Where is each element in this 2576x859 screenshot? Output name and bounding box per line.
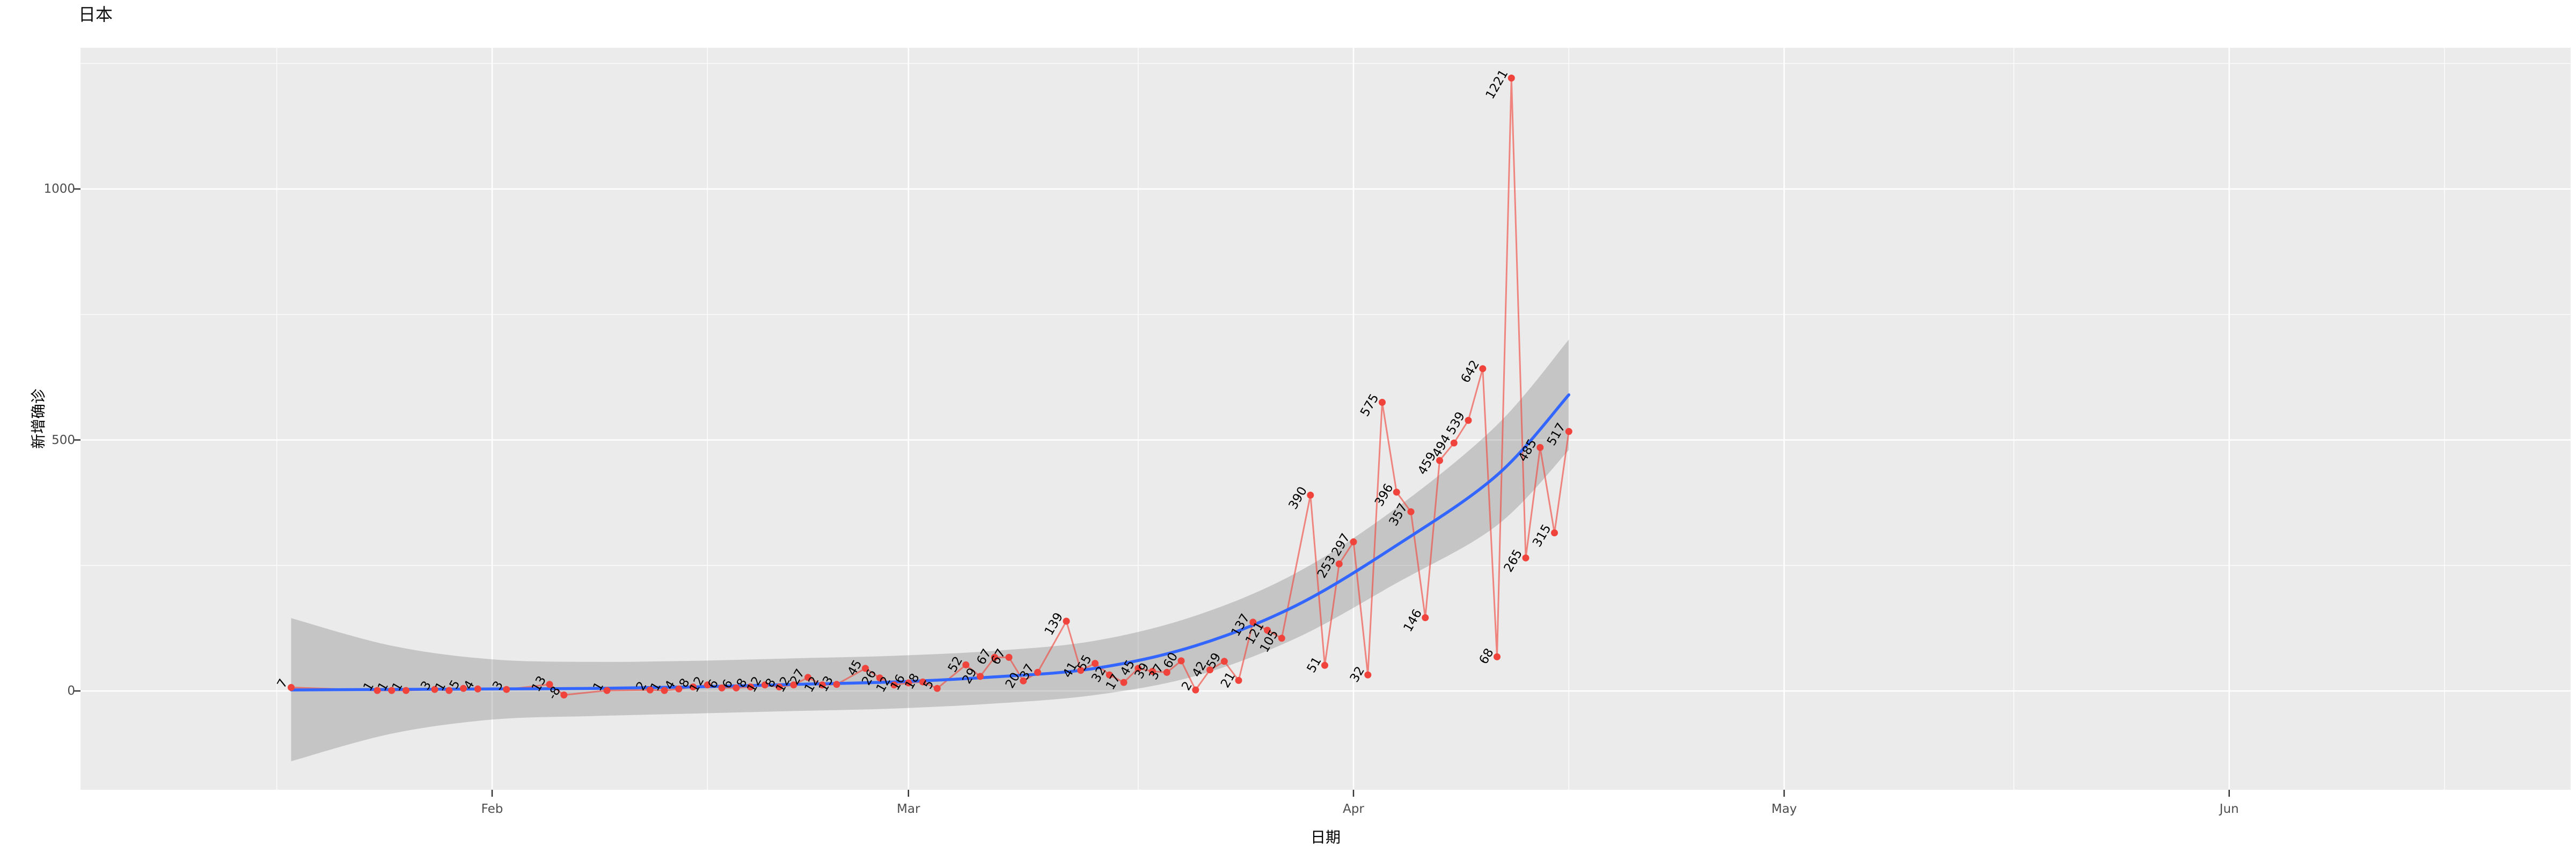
data-point xyxy=(1149,668,1156,675)
data-point xyxy=(1249,618,1257,626)
x-tick-label: Feb xyxy=(481,802,503,816)
data-point xyxy=(460,685,467,692)
x-tick-label: Jun xyxy=(2219,802,2239,816)
data-point xyxy=(1465,417,1472,424)
data-point xyxy=(1379,398,1386,406)
data-point xyxy=(1206,666,1213,674)
data-point xyxy=(1393,489,1400,496)
data-point xyxy=(1077,667,1085,674)
data-point xyxy=(704,681,711,689)
data-point xyxy=(1020,677,1027,685)
data-point xyxy=(402,687,409,694)
data-point xyxy=(1163,668,1170,676)
data-point xyxy=(445,687,453,694)
data-point xyxy=(890,681,898,689)
data-point xyxy=(933,685,941,692)
x-tick-label: May xyxy=(1771,802,1797,816)
data-point xyxy=(962,661,970,668)
data-point xyxy=(747,683,754,690)
data-point xyxy=(1565,428,1572,435)
data-point xyxy=(1135,665,1142,672)
y-tick-label: 0 xyxy=(67,684,75,698)
data-point xyxy=(1307,491,1314,499)
data-point xyxy=(1092,660,1099,667)
data-point xyxy=(503,686,510,693)
data-point xyxy=(718,684,726,691)
data-point xyxy=(818,681,826,689)
data-point xyxy=(388,687,396,694)
data-point xyxy=(1350,538,1357,545)
data-point xyxy=(977,673,984,680)
x-tick-label: Apr xyxy=(1343,802,1364,816)
data-point xyxy=(646,686,654,694)
data-point xyxy=(546,681,553,688)
data-point xyxy=(733,684,740,691)
data-point xyxy=(1321,661,1328,669)
data-point xyxy=(1479,365,1487,373)
y-tick-label: 500 xyxy=(52,433,75,447)
data-point xyxy=(1278,635,1285,642)
data-point xyxy=(1436,457,1443,464)
data-point xyxy=(474,685,481,693)
data-point xyxy=(1005,653,1013,661)
x-tick-label: Mar xyxy=(897,802,920,816)
data-point xyxy=(603,687,611,694)
data-point xyxy=(1034,668,1041,676)
data-point xyxy=(862,665,869,672)
data-point xyxy=(775,683,783,690)
data-point xyxy=(905,679,912,687)
data-point xyxy=(919,678,926,686)
data-point xyxy=(1106,671,1113,679)
data-point xyxy=(991,653,998,661)
data-point xyxy=(833,681,840,688)
data-point xyxy=(1522,554,1529,562)
x-axis-title: 日期 xyxy=(1310,828,1341,846)
data-point xyxy=(1120,679,1128,686)
data-point xyxy=(804,674,811,681)
data-point xyxy=(288,684,295,691)
data-point xyxy=(374,687,381,694)
data-point xyxy=(431,686,438,693)
data-point xyxy=(1177,657,1185,665)
data-point xyxy=(1335,560,1343,567)
data-point xyxy=(1364,671,1372,679)
data-point xyxy=(1063,617,1070,625)
data-point xyxy=(876,674,883,682)
trend-line xyxy=(289,393,1571,691)
data-point xyxy=(1422,614,1429,621)
data-point xyxy=(1220,658,1228,665)
data-point xyxy=(790,681,797,689)
data-point xyxy=(1264,627,1271,634)
data-point xyxy=(1551,529,1558,536)
data-point xyxy=(1450,439,1458,447)
data-point xyxy=(1235,676,1242,684)
data-point xyxy=(675,685,683,693)
data-point xyxy=(1507,74,1515,82)
data-point xyxy=(1407,508,1415,515)
data-point xyxy=(560,691,568,698)
chart-title: 日本 xyxy=(78,4,113,25)
data-point xyxy=(661,687,668,694)
y-tick-label: 1000 xyxy=(43,182,75,196)
data-point xyxy=(761,681,769,689)
confidence-band xyxy=(291,339,1569,761)
data-point xyxy=(1494,653,1501,660)
data-point xyxy=(690,683,697,690)
data-point xyxy=(1192,686,1199,694)
data-point xyxy=(1536,444,1544,451)
